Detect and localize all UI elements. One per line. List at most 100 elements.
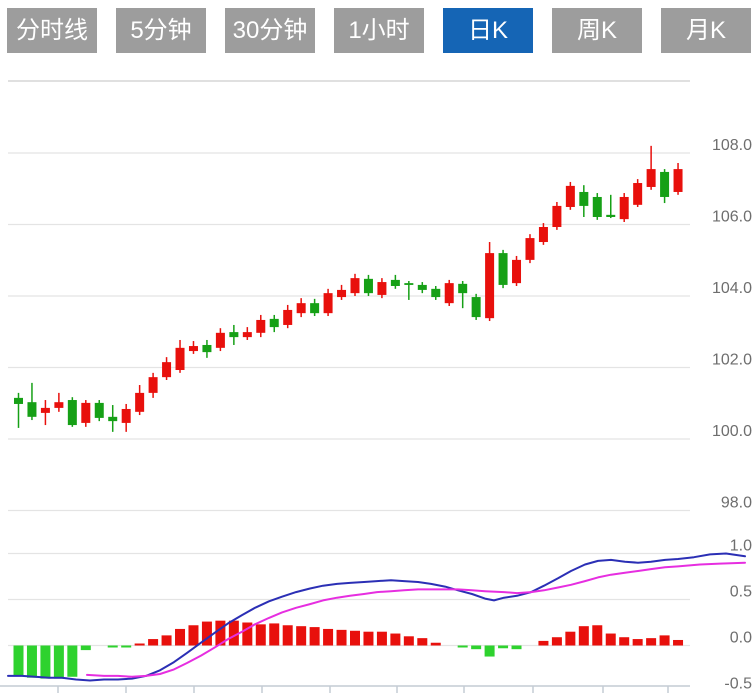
macd-bar <box>484 645 495 657</box>
macd-bar <box>134 643 145 646</box>
macd-bar <box>228 620 239 646</box>
macd-bar <box>107 645 118 648</box>
macd-bar <box>578 626 589 646</box>
macd-bar <box>619 637 630 646</box>
candle-body <box>619 196 629 220</box>
macd-bar <box>376 631 387 646</box>
tab-weekly-k[interactable]: 周K <box>552 8 642 53</box>
candle-body <box>471 297 481 318</box>
macd-bar <box>673 639 684 646</box>
candle-body <box>390 279 400 286</box>
macd-bar <box>417 638 428 646</box>
macd-bar <box>659 635 670 646</box>
candle-body <box>202 344 212 353</box>
x-axis <box>0 685 690 693</box>
candle-body <box>660 171 670 197</box>
price-tick-label: 98.0 <box>721 495 752 512</box>
macd-bar <box>269 623 280 646</box>
tab-30min[interactable]: 30分钟 <box>225 8 315 53</box>
macd-bar <box>363 631 374 646</box>
candles <box>14 145 683 432</box>
candle-body <box>363 278 373 294</box>
macd-bar <box>80 645 91 651</box>
macd-axis-labels: 1.0 0.5 0.0 -0.5 <box>724 538 752 693</box>
candle-body <box>54 402 64 408</box>
candle-body <box>27 402 37 417</box>
macd-tick-label: 0.5 <box>730 584 752 601</box>
macd-bar <box>201 621 212 646</box>
tab-daily-k[interactable]: 日K <box>443 8 533 53</box>
macd-bar <box>592 625 603 646</box>
macd-bar <box>646 638 657 646</box>
macd-bar <box>457 645 468 648</box>
macd-dif-line <box>7 552 746 682</box>
macd-tick-label: 1.0 <box>730 538 752 555</box>
candle-body <box>606 214 616 217</box>
price-gridlines <box>8 152 690 512</box>
price-tick-label: 106.0 <box>712 209 752 226</box>
candle-body <box>525 238 535 260</box>
tab-5min[interactable]: 5分钟 <box>116 8 206 53</box>
macd-bar <box>511 645 522 650</box>
candle-body <box>148 377 158 393</box>
candle-body <box>323 293 333 314</box>
tab-monthly-k[interactable]: 月K <box>661 8 751 53</box>
candle-body <box>565 185 575 207</box>
candle-body <box>646 169 656 187</box>
macd-bar <box>67 645 78 677</box>
macd-bar <box>390 633 401 646</box>
macd-tick-label: -0.5 <box>724 676 752 693</box>
candle-body <box>296 303 306 314</box>
tab-timeline[interactable]: 分时线 <box>7 8 97 53</box>
price-tick-label: 108.0 <box>712 137 752 154</box>
macd-bar <box>430 642 441 646</box>
macd-bar <box>403 636 414 646</box>
candle-body <box>633 183 643 205</box>
candle-body <box>337 289 347 298</box>
macd-dea-line <box>86 561 746 678</box>
candle-body <box>498 253 508 285</box>
price-tick-label: 100.0 <box>712 423 752 440</box>
candle-body <box>673 169 683 192</box>
macd-bar <box>53 645 64 679</box>
candle-body <box>485 253 495 319</box>
macd-bar <box>605 633 616 646</box>
candle-body <box>94 402 104 418</box>
candle-body <box>14 397 23 404</box>
candle-body <box>108 416 118 422</box>
candle-body <box>40 407 50 413</box>
tab-1hour[interactable]: 1小时 <box>334 8 424 53</box>
macd-bar <box>255 624 266 646</box>
candle-body <box>431 288 441 298</box>
candle-body <box>269 318 279 328</box>
candle-body <box>121 408 131 423</box>
macd-bar <box>188 625 199 646</box>
macd-bar <box>498 645 509 649</box>
macd-bar <box>175 628 186 646</box>
candle-body <box>81 402 91 423</box>
candle-body <box>188 346 198 352</box>
price-tick-label: 102.0 <box>712 352 752 369</box>
macd-bar <box>242 622 253 646</box>
macd-bar <box>632 639 643 646</box>
candle-body <box>579 191 589 206</box>
candle-body <box>552 205 562 228</box>
candle-body <box>215 332 225 348</box>
price-tick-label: 104.0 <box>712 280 752 297</box>
macd-bar <box>350 630 360 646</box>
candle-body <box>417 284 427 290</box>
macd-histogram <box>13 620 684 679</box>
macd-bar <box>565 631 576 646</box>
macd-bar <box>538 640 549 646</box>
macd-bar <box>121 645 132 648</box>
candle-body <box>229 332 239 338</box>
candle-body <box>256 319 266 333</box>
macd-bar <box>148 639 159 646</box>
candle-body <box>444 283 454 304</box>
candle-body <box>135 392 145 412</box>
candle-body <box>310 303 320 314</box>
macd-bar <box>323 628 334 646</box>
macd-bar <box>161 635 172 646</box>
